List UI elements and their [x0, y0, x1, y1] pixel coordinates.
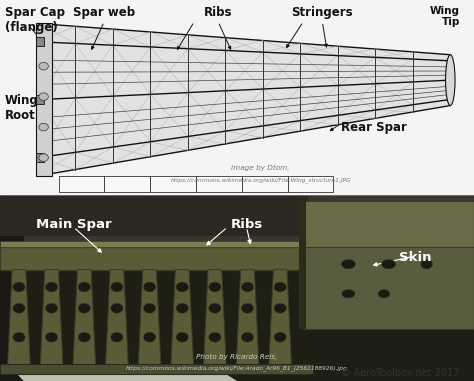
Text: Spar Cap
(flange): Spar Cap (flange)	[5, 6, 65, 34]
Ellipse shape	[342, 290, 355, 298]
Circle shape	[78, 332, 91, 342]
Text: Main Spar: Main Spar	[36, 218, 111, 231]
Polygon shape	[104, 176, 150, 192]
Polygon shape	[171, 270, 193, 366]
Polygon shape	[288, 176, 333, 192]
Polygon shape	[59, 176, 104, 192]
Text: © AeroToolbox.net 2017: © AeroToolbox.net 2017	[341, 368, 460, 378]
Polygon shape	[40, 270, 63, 366]
Polygon shape	[269, 270, 292, 366]
Circle shape	[274, 303, 286, 313]
Polygon shape	[203, 270, 226, 366]
Circle shape	[241, 282, 254, 292]
Circle shape	[39, 62, 48, 70]
Text: Wing
Tip: Wing Tip	[430, 6, 460, 27]
Text: Ribs: Ribs	[204, 6, 232, 19]
Circle shape	[13, 303, 25, 313]
Circle shape	[78, 303, 91, 313]
Circle shape	[46, 282, 58, 292]
Circle shape	[241, 332, 254, 342]
Ellipse shape	[341, 259, 356, 269]
Bar	[0, 364, 313, 374]
Text: https://commons.wikimedia.org/wiki/File:Wing_structure1.JPG: https://commons.wikimedia.org/wiki/File:…	[171, 177, 351, 182]
Circle shape	[39, 93, 48, 101]
Text: https://commons.wikimedia.org/wiki/File:Arado_Ar96_B1_(2561188926).jpg: https://commons.wikimedia.org/wiki/File:…	[126, 365, 348, 371]
Bar	[303, 247, 474, 329]
Circle shape	[209, 303, 221, 313]
Circle shape	[46, 332, 58, 342]
Circle shape	[111, 332, 123, 342]
Polygon shape	[9, 366, 237, 381]
Circle shape	[39, 154, 48, 162]
Circle shape	[46, 303, 58, 313]
Bar	[0, 0, 474, 195]
Bar	[303, 201, 474, 247]
Bar	[36, 153, 44, 162]
Bar	[36, 37, 44, 46]
Bar	[0, 195, 474, 266]
Text: Ribs: Ribs	[230, 218, 263, 231]
Circle shape	[111, 303, 123, 313]
Polygon shape	[236, 270, 259, 366]
Circle shape	[144, 282, 156, 292]
Circle shape	[209, 332, 221, 342]
Bar	[0, 241, 370, 247]
Circle shape	[274, 282, 286, 292]
Circle shape	[176, 282, 188, 292]
Circle shape	[13, 332, 25, 342]
Ellipse shape	[382, 259, 396, 269]
Text: Stringers: Stringers	[292, 6, 353, 19]
Text: Spar web: Spar web	[73, 6, 136, 19]
Polygon shape	[73, 270, 96, 366]
Text: Skin: Skin	[399, 251, 431, 264]
Text: Photo by Ricardo Reis,: Photo by Ricardo Reis,	[196, 354, 278, 360]
Circle shape	[176, 332, 188, 342]
Polygon shape	[196, 176, 242, 192]
Bar	[0, 195, 24, 381]
Polygon shape	[36, 24, 52, 176]
Bar	[0, 195, 474, 381]
Circle shape	[144, 332, 156, 342]
Polygon shape	[150, 176, 196, 192]
Text: Wing
Root: Wing Root	[5, 94, 38, 122]
Circle shape	[274, 332, 286, 342]
Polygon shape	[8, 270, 30, 366]
Circle shape	[39, 123, 48, 131]
Circle shape	[209, 282, 221, 292]
Polygon shape	[242, 176, 288, 192]
Circle shape	[78, 282, 91, 292]
Text: Rear Spar: Rear Spar	[341, 120, 407, 134]
Bar	[0, 195, 308, 236]
Ellipse shape	[446, 55, 455, 106]
Bar	[0, 247, 370, 270]
Circle shape	[176, 303, 188, 313]
Polygon shape	[38, 24, 450, 176]
Ellipse shape	[378, 290, 390, 298]
Polygon shape	[106, 270, 128, 366]
Ellipse shape	[420, 259, 432, 269]
Bar	[299, 201, 306, 329]
Circle shape	[111, 282, 123, 292]
Polygon shape	[138, 270, 161, 366]
Circle shape	[241, 303, 254, 313]
Circle shape	[13, 282, 25, 292]
Bar	[36, 95, 44, 104]
Text: Image by Dtom,: Image by Dtom,	[231, 165, 290, 171]
Circle shape	[144, 303, 156, 313]
